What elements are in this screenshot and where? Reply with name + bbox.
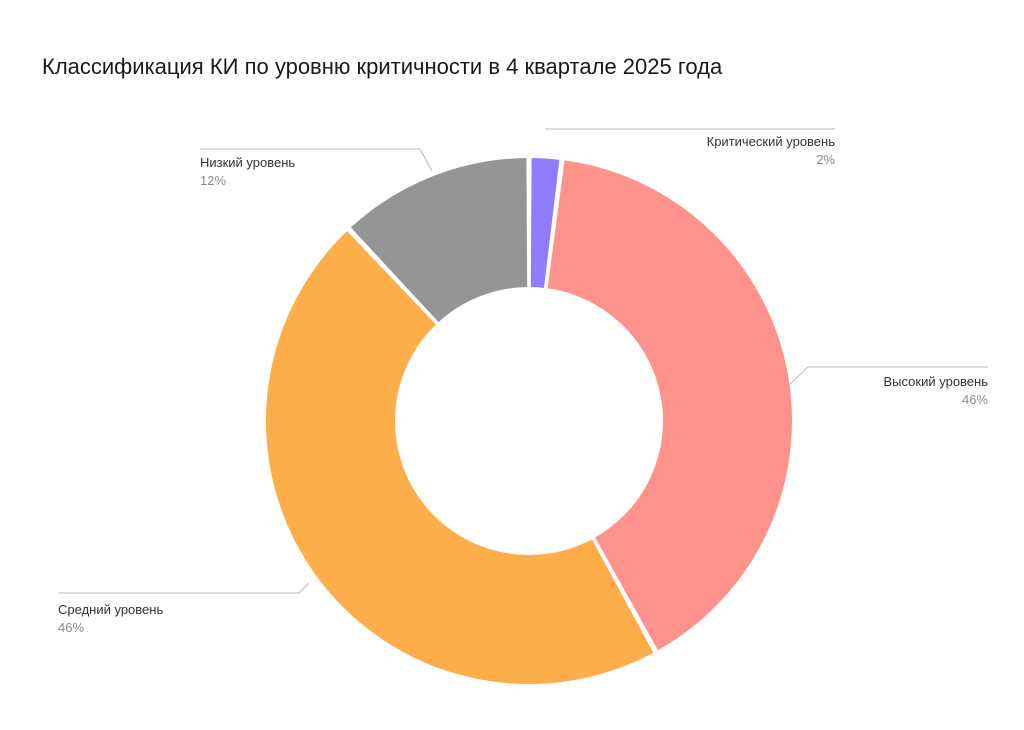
slice-medium: [264, 228, 656, 686]
leader-line-high: [789, 366, 988, 385]
slice-low: [348, 156, 530, 325]
slice-value-medium: 46%: [58, 620, 84, 635]
slices-layer: [264, 156, 794, 686]
slice-critical: [528, 156, 562, 290]
slice-label-high: Высокий уровень: [884, 374, 989, 389]
chart-title: Классификация КИ по уровню критичности в…: [42, 54, 723, 79]
slice-value-high: 46%: [962, 392, 988, 407]
slice-value-low: 12%: [200, 173, 226, 188]
leader-line-medium: [58, 582, 310, 594]
labels-layer: Критический уровень 2% Высокий уровень 46% С…: [58, 128, 989, 635]
slice-label-low: Низкий уровень: [200, 155, 295, 170]
slice-label-medium: Средний уровень: [58, 602, 163, 617]
slice-label-critical: Критический уровень: [707, 134, 836, 149]
slice-value-critical: 2%: [816, 152, 835, 167]
leader-line-low: [200, 148, 433, 172]
slice-high: [545, 158, 794, 653]
